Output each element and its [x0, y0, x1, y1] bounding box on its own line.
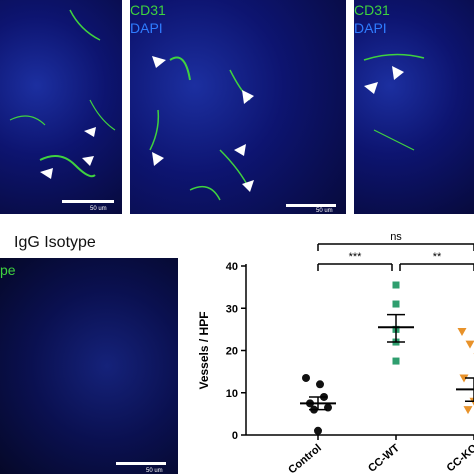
y-tick-label: 0 [232, 430, 238, 442]
micrograph-top-middle: CD31 DAPI 50 um [130, 0, 346, 214]
scale-label: 50 um [90, 206, 107, 212]
x-tick-label: Control [286, 442, 324, 474]
arrowhead-icon [234, 144, 246, 156]
y-tick-label: 10 [226, 388, 238, 400]
isotype-panel-title: IgG Isotype [14, 234, 96, 251]
significance-label: *** [349, 251, 363, 263]
data-point-control [314, 426, 322, 435]
x-tick-label: CC-KO [445, 442, 474, 474]
y-tick-label: 40 [226, 261, 238, 273]
cd31-label: CD31 [130, 2, 166, 18]
arrowhead-icon [152, 56, 166, 68]
micrograph-top-left: 50 um [0, 0, 122, 214]
arrowhead-icon [152, 152, 164, 166]
vessel-overlay [363, 53, 425, 151]
scale-bar [286, 204, 336, 207]
vessels-scatter-chart: 0 10 20 30 40 Vessels / HPF Control CC-WT CC-KO *… [197, 231, 474, 474]
scale-label: 50 um [146, 468, 163, 474]
y-tick-label: 20 [226, 346, 238, 358]
scale-bar [62, 200, 114, 203]
arrowhead-icon [40, 168, 53, 179]
arrowhead-icon [392, 66, 404, 80]
arrowhead-icon [242, 90, 254, 104]
y-axis-label: Vessels / HPF [197, 311, 211, 389]
significance-label: ** [433, 251, 442, 263]
arrowheads [364, 66, 404, 94]
arrowhead-icon [84, 127, 96, 137]
data-point-cc-ko [457, 327, 467, 336]
dapi-label: DAPI [130, 20, 163, 36]
data-point-control [302, 373, 310, 382]
micrograph-top-right: CD31 DAPI [354, 0, 474, 214]
data-point-cc-wt [392, 300, 400, 308]
data-point-cc-ko [465, 340, 474, 349]
data-point-control [316, 380, 324, 389]
data-point-cc-wt [392, 281, 400, 289]
scale-bar [116, 462, 166, 465]
arrowhead-icon [82, 156, 94, 166]
data-point-cc-wt [392, 357, 400, 365]
y-tick-label: 30 [226, 303, 238, 315]
arrowheads [152, 56, 254, 192]
micrograph-isotype: pe 50 um [0, 258, 178, 474]
vessel-overlay [9, 9, 116, 178]
data-point-cc-ko [459, 374, 469, 383]
arrowhead-icon [364, 82, 378, 94]
scale-label: 50 um [316, 208, 333, 214]
dapi-label: DAPI [354, 20, 387, 36]
arrowheads [40, 127, 96, 179]
data-point-cc-ko [463, 406, 473, 415]
partial-label: pe [0, 262, 16, 278]
cd31-label: CD31 [354, 2, 390, 18]
x-tick-label: CC-WT [366, 442, 402, 474]
significance-label: ns [390, 231, 402, 243]
arrowhead-icon [242, 180, 254, 192]
